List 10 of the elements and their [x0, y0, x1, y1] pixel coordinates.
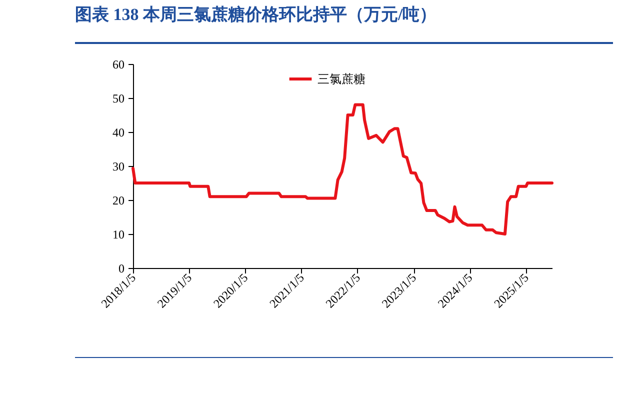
chart-title: 图表 138 本周三氯蔗糖价格环比持平（万元/吨） [75, 5, 437, 24]
y-tick-label: 40 [112, 126, 124, 140]
y-tick-label: 30 [112, 160, 124, 174]
line-series [132, 103, 554, 236]
y-tick-label: 50 [112, 92, 124, 106]
y-tick-label: 60 [112, 58, 124, 72]
y-tick-label: 20 [112, 194, 124, 208]
legend-label: 三氯蔗糖 [318, 72, 366, 86]
y-tick-label: 0 [118, 262, 124, 276]
y-tick-label: 10 [112, 228, 124, 242]
